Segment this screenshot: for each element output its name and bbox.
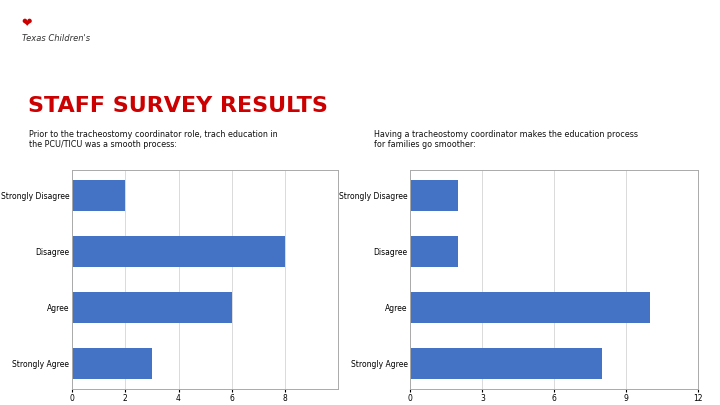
Bar bbox=[410, 236, 459, 267]
Text: Prior to the tracheostomy coordinator role, trach education in
the PCU/TICU was : Prior to the tracheostomy coordinator ro… bbox=[29, 130, 277, 149]
Bar bbox=[410, 348, 603, 379]
Bar bbox=[410, 292, 650, 323]
Text: ❤: ❤ bbox=[22, 17, 32, 30]
Bar bbox=[72, 180, 125, 211]
Text: NURSING: NURSING bbox=[11, 66, 50, 75]
Text: Texas Children's: Texas Children's bbox=[22, 34, 90, 43]
Text: STAFF SURVEY RESULTS: STAFF SURVEY RESULTS bbox=[28, 96, 328, 115]
Bar bbox=[72, 348, 152, 379]
Text: Having a tracheostomy coordinator makes the education process
for families go sm: Having a tracheostomy coordinator makes … bbox=[374, 130, 639, 149]
Bar bbox=[410, 180, 459, 211]
Bar bbox=[72, 292, 232, 323]
Bar bbox=[72, 236, 285, 267]
